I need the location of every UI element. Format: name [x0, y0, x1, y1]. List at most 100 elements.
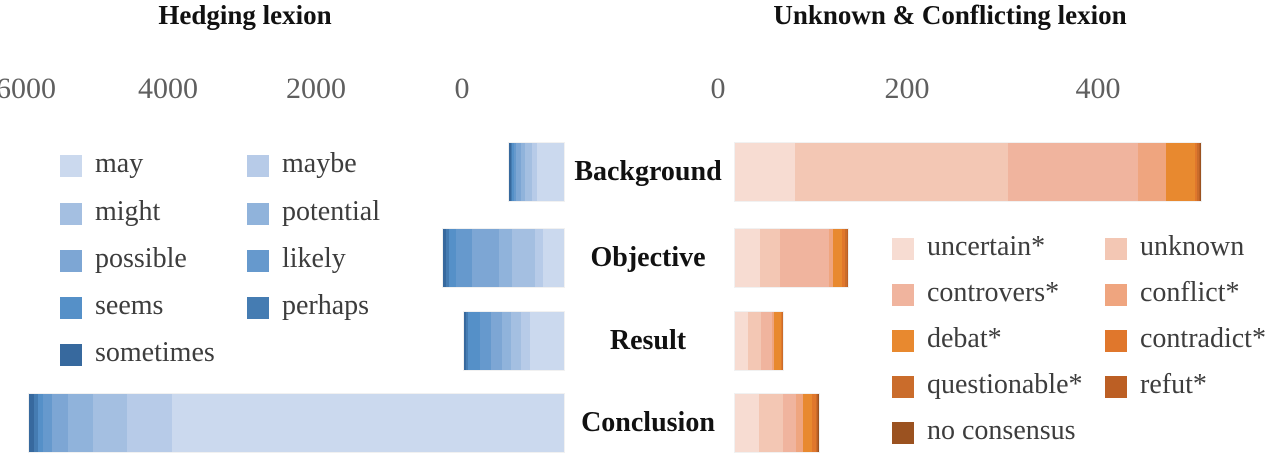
legend-item-unknown: unknown	[1105, 231, 1245, 263]
legend-item-possible: possible	[60, 243, 187, 275]
debat*-segment	[832, 229, 843, 287]
legend-item-seems: seems	[60, 290, 164, 322]
contradict*-segment	[781, 312, 783, 370]
legend-label: possible	[95, 243, 187, 274]
perhaps-segment	[510, 143, 512, 201]
questionable*-segment	[782, 312, 784, 370]
legend-item-sometimes: sometimes	[60, 337, 215, 369]
legend-swatch-might	[60, 203, 82, 225]
axis-tick-label: 400	[1075, 72, 1121, 105]
might-segment	[524, 143, 532, 201]
legend-swatch-likely	[247, 250, 269, 272]
legend-label: likely	[282, 243, 346, 274]
potential-segment	[501, 312, 511, 370]
category-label-background: Background	[574, 156, 722, 187]
legend-label: unknown	[1140, 231, 1245, 262]
unknown-conflicting-bar-conclusion	[735, 394, 820, 452]
unknown-segment	[758, 394, 784, 452]
perhaps-segment	[34, 394, 38, 452]
legend-swatch-seems	[60, 297, 82, 319]
legend-item-potential: potential	[247, 196, 380, 228]
might-segment	[512, 229, 535, 287]
legend-swatch-controvers-	[892, 284, 914, 306]
maybe-segment	[534, 229, 543, 287]
maybe-segment	[531, 143, 538, 201]
refut*-segment	[846, 229, 848, 287]
potential-segment	[520, 143, 525, 201]
sometimes-segment	[443, 229, 446, 287]
legend-swatch-uncertain-	[892, 238, 914, 260]
likely-segment	[480, 312, 491, 370]
no consensus-segment	[1200, 143, 1202, 201]
legend-swatch-may	[60, 155, 82, 177]
may-segment	[537, 143, 564, 201]
legend-label: seems	[95, 290, 164, 321]
axis-tick-label: 2000	[286, 72, 346, 105]
legend-item-refut-: refut*	[1105, 369, 1207, 401]
conflict*-segment	[1137, 143, 1167, 201]
controvers*-segment	[760, 312, 772, 370]
no consensus-segment	[818, 394, 820, 452]
legend-item-might: might	[60, 196, 161, 228]
axis-tick-label: 6000	[0, 72, 56, 105]
might-segment	[93, 394, 128, 452]
legend-label: conflict*	[1140, 277, 1240, 308]
debat*-segment	[803, 394, 812, 452]
unknown-conflicting-bar-result	[735, 312, 784, 370]
possible-segment	[516, 143, 521, 201]
refut*-segment	[1199, 143, 1201, 201]
axis-tick-label: 200	[884, 72, 930, 105]
legend-item-may: may	[60, 148, 144, 180]
legend-label: questionable*	[927, 369, 1083, 400]
seems-segment	[449, 229, 457, 287]
possible-segment	[490, 312, 502, 370]
contradict*-segment	[842, 229, 845, 287]
legend-swatch-debat-	[892, 330, 914, 352]
legend-label: perhaps	[282, 290, 370, 321]
legend-label: contradict*	[1140, 323, 1266, 354]
uncertain*-segment	[735, 394, 759, 452]
legend-label: maybe	[282, 148, 357, 179]
axis-tick-label: 0	[710, 72, 726, 105]
unknown-conflicting-bar-objective	[735, 229, 848, 287]
legend-label: sometimes	[95, 337, 215, 368]
perhaps-segment	[445, 229, 450, 287]
unknown-segment	[759, 229, 780, 287]
legend-label: potential	[282, 196, 380, 227]
legend-swatch-sometimes	[60, 344, 82, 366]
legend-item-perhaps: perhaps	[247, 290, 370, 322]
legend-label: might	[95, 196, 161, 227]
sometimes-segment	[29, 394, 35, 452]
seems-segment	[37, 394, 44, 452]
maybe-segment	[521, 312, 531, 370]
category-label-objective: Objective	[590, 242, 706, 273]
might-segment	[510, 312, 522, 370]
unknown-conflicting-bar-background	[735, 143, 1202, 201]
possible-segment	[52, 394, 69, 452]
conflict*-segment	[828, 229, 833, 287]
hedging-bar-result	[464, 312, 564, 370]
likely-segment	[43, 394, 53, 452]
debat*-segment	[773, 312, 782, 370]
axis-tick-label: 0	[454, 72, 470, 105]
likely-segment	[513, 143, 517, 201]
controvers*-segment	[1007, 143, 1138, 201]
refut*-segment	[817, 394, 819, 452]
category-label-conclusion: Conclusion	[581, 407, 715, 438]
possible-segment	[472, 229, 499, 287]
legend-item-debat-: debat*	[892, 325, 1002, 355]
legend-label: refut*	[1140, 369, 1207, 400]
uncertain*-segment	[735, 143, 795, 201]
legend-swatch-refut-	[1105, 376, 1127, 398]
questionable*-segment	[1197, 143, 1200, 201]
debat*-segment	[1166, 143, 1195, 201]
legend-item-contradict-: contradict*	[1105, 323, 1266, 355]
contradict*-segment	[811, 394, 816, 452]
maybe-segment	[127, 394, 172, 452]
unknown-segment	[748, 312, 761, 370]
sometimes-segment	[464, 312, 466, 370]
legend-swatch-potential	[247, 203, 269, 225]
potential-segment	[498, 229, 513, 287]
legend-label: may	[95, 148, 144, 179]
